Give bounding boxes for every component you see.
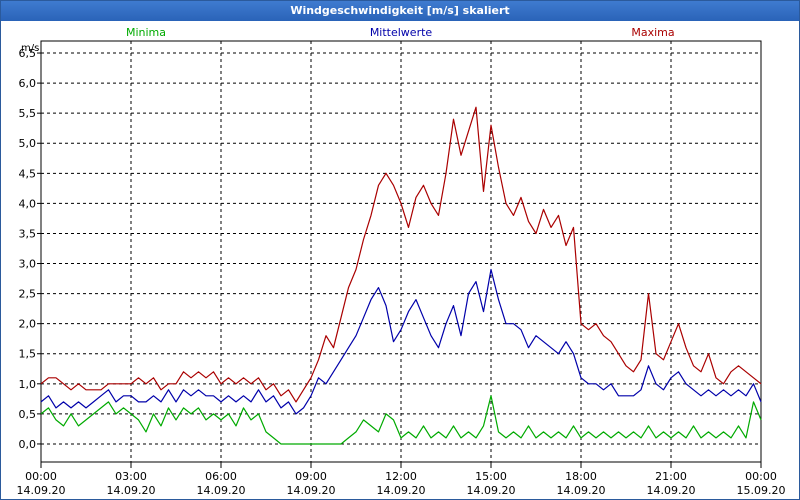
- series-line-maxima: [40, 106, 762, 403]
- x-tick-date: 14.09.20: [17, 484, 66, 497]
- x-tick-time: 09:00: [295, 470, 327, 483]
- grid-layer: [41, 41, 761, 462]
- y-tick-label: 5,0: [19, 137, 37, 150]
- series-line-mittelwerte: [40, 268, 762, 415]
- window-title: Windgeschwindigkeit [m/s] skaliert: [1, 1, 799, 21]
- y-tick-label: 1,0: [19, 378, 37, 391]
- y-tick-label: 6,0: [19, 77, 37, 90]
- x-tick-date: 14.09.20: [467, 484, 516, 497]
- x-tick-date: 15.09.20: [737, 484, 786, 497]
- legend-mittelwerte: Mittelwerte: [370, 26, 433, 39]
- wind-speed-chart: 0,0 0,5 1,0 1,5 2,0 2,5 3,0 3,5 4,0 4,5 5,0 5,5 6,0 6…: [17, 26, 786, 497]
- y-tick-label: 5,5: [19, 107, 37, 120]
- x-tick-time: 15:00: [475, 470, 507, 483]
- x-tick-time: 06:00: [205, 470, 237, 483]
- series-line-minima: [40, 395, 762, 445]
- x-tick-date: 14.09.20: [647, 484, 696, 497]
- y-tick-label: 6,5: [19, 47, 37, 60]
- x-tick-date: 14.09.20: [107, 484, 156, 497]
- x-tick-time: 00:00: [745, 470, 777, 483]
- y-tick-label: 0,5: [19, 408, 37, 421]
- x-tick-date: 14.09.20: [287, 484, 336, 497]
- legend-maxima: Maxima: [631, 26, 674, 39]
- x-tick-date: 14.09.20: [557, 484, 606, 497]
- y-axis-unit: m/s: [21, 43, 39, 54]
- legend-minima: Minima: [126, 26, 166, 39]
- x-tick-time: 18:00: [565, 470, 597, 483]
- axis-layer: 0,0 0,5 1,0 1,5 2,0 2,5 3,0 3,5 4,0 4,5 5,0 5,5 6,0 6…: [17, 40, 786, 497]
- y-tick-label: 3,0: [19, 258, 37, 271]
- y-tick-label: 4,5: [19, 167, 37, 180]
- y-tick-label: 3,5: [19, 227, 37, 240]
- x-tick-time: 03:00: [115, 470, 147, 483]
- plot-frame: [40, 40, 762, 463]
- y-tick-label: 2,0: [19, 318, 37, 331]
- y-tick-label: 4,0: [19, 197, 37, 210]
- y-tick-label: 2,5: [19, 288, 37, 301]
- x-tick-time: 21:00: [655, 470, 687, 483]
- y-tick-label: 0,0: [19, 438, 37, 451]
- x-tick-date: 14.09.20: [197, 484, 246, 497]
- x-tick-time: 00:00: [25, 470, 57, 483]
- y-tick-label: 1,5: [19, 348, 37, 361]
- x-tick-date: 14.09.20: [377, 484, 426, 497]
- series-layer: [40, 106, 762, 445]
- x-tick-time: 12:00: [385, 470, 417, 483]
